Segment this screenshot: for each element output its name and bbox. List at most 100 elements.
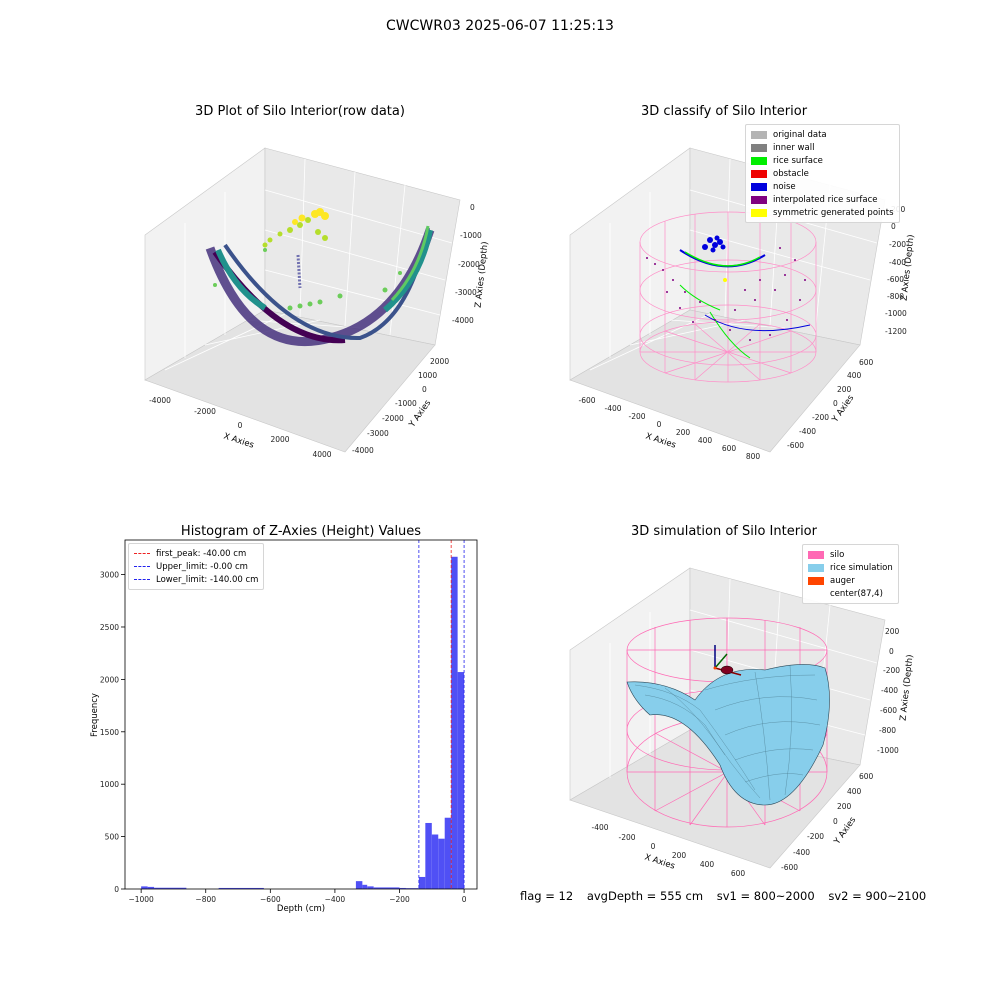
svg-text:-1000: -1000: [877, 746, 899, 755]
histogram-bar-11: [425, 822, 432, 889]
legend-swatch: [751, 195, 767, 204]
panel3-title: Histogram of Z-Axies (Height) Values: [180, 524, 422, 539]
panel4-z-ticks: 200 0 -200 -400 -600 -800 -1000: [877, 627, 900, 755]
svg-text:200: 200: [672, 851, 687, 860]
svg-text:-400: -400: [591, 823, 608, 832]
panel2-x-ticks: -600 -400 -200 0 200 400 600 800: [578, 396, 760, 461]
legend-item-inner-wall: inner wall: [751, 141, 894, 154]
legend-item-symmetric: symmetric generated points: [751, 206, 894, 219]
histogram-x-ticks: −1000 −800 −600 −400 −200 0: [128, 889, 467, 904]
y-tick-label-6: 3000: [100, 571, 119, 580]
legend-item-upper-limit: Upper_limit: -0.00 cm: [134, 560, 258, 573]
svg-text:0: 0: [238, 421, 243, 430]
histogram-y-label: Frequency: [90, 693, 100, 737]
silo-wireframe: [639, 211, 817, 383]
x-tick-label-0: −1000: [128, 895, 154, 904]
svg-text:-400: -400: [881, 686, 898, 695]
panel4-x-ticks: -400 -200 0 200 400 600: [591, 823, 745, 878]
histogram-bar-9: [405, 888, 419, 889]
svg-text:600: 600: [859, 772, 874, 781]
svg-text:-3000: -3000: [455, 288, 477, 297]
svg-text:-200: -200: [883, 666, 900, 675]
legend-swatch: [751, 143, 767, 152]
svg-text:800: 800: [746, 452, 761, 461]
histogram-bar-10: [418, 876, 426, 889]
legend-item-original-data: original data: [751, 128, 894, 141]
histogram-bar-12: [431, 834, 439, 889]
svg-text:0: 0: [833, 817, 838, 826]
svg-text:600: 600: [722, 444, 737, 453]
histogram-bar-14: [444, 817, 452, 889]
histogram-bar-2: [154, 887, 187, 889]
legend-line: [134, 566, 150, 567]
svg-text:-2000: -2000: [458, 260, 480, 269]
panel1-title: 3D Plot of Silo Interior(row data): [195, 104, 405, 119]
panel4-z-label: Z Axies (Depth): [899, 654, 916, 721]
svg-text:4000: 4000: [312, 450, 331, 459]
svg-text:-600: -600: [787, 441, 804, 450]
svg-text:600: 600: [731, 869, 746, 878]
histogram-bar-15: [451, 556, 458, 889]
svg-text:200: 200: [676, 428, 691, 437]
panel1-z-label: Z Axies (Depth): [474, 241, 491, 308]
svg-text:-1000: -1000: [460, 231, 482, 240]
svg-text:-1000: -1000: [395, 399, 417, 408]
svg-text:-400: -400: [799, 427, 816, 436]
svg-text:-2000: -2000: [194, 407, 216, 416]
histogram-bar-6: [367, 886, 374, 889]
histogram-vlines: [418, 540, 465, 889]
svg-text:0: 0: [657, 420, 662, 429]
svg-text:-200: -200: [618, 833, 635, 842]
legend-swatch: [751, 208, 767, 217]
svg-text:200: 200: [837, 802, 852, 811]
svg-text:200: 200: [837, 385, 852, 394]
legend-item-center: center(87,4): [808, 587, 893, 600]
svg-text:1000: 1000: [418, 371, 437, 380]
panel4-3d-plot: -400 -200 0 200 400 600 X Axies -600 -40…: [569, 567, 916, 878]
svg-text:-600: -600: [781, 863, 798, 872]
raw-points: [205, 208, 435, 347]
svg-text:0: 0: [891, 222, 896, 231]
svg-text:400: 400: [700, 860, 715, 869]
figure-title: CWCWR03 2025-06-07 11:25:13: [386, 18, 614, 34]
classified-points: [646, 235, 811, 359]
histogram-bar-0: [141, 886, 148, 889]
svg-text:-400: -400: [793, 848, 810, 857]
svg-text:600: 600: [859, 358, 874, 367]
auger-marker: [713, 645, 742, 676]
status-flag: flag = 12: [520, 889, 574, 903]
y-tick-label-0: 0: [114, 885, 119, 894]
histogram-legend: first_peak: -40.00 cm Upper_limit: -0.00…: [128, 543, 265, 590]
status-line: flag = 12 avgDepth = 555 cm sv1 = 800~20…: [520, 889, 936, 903]
legend-swatch: [751, 130, 767, 139]
svg-text:-800: -800: [887, 292, 904, 301]
svg-text:400: 400: [847, 371, 862, 380]
panel1-x-label: X Axies: [222, 431, 255, 450]
histogram-y-ticks: 0 500 1000 1500 2000 2500 3000: [100, 571, 125, 894]
svg-text:-600: -600: [880, 706, 897, 715]
svg-text:0: 0: [470, 203, 475, 212]
panel1-3d-plot: -4000 -2000 0 2000 4000 X Axies -4000 -3…: [144, 147, 491, 459]
panel1-x-ticks: -4000 -2000 0 2000 4000: [149, 396, 332, 459]
svg-text:-200: -200: [628, 412, 645, 421]
svg-text:-800: -800: [879, 726, 896, 735]
histogram-bar-7: [373, 887, 400, 889]
svg-text:2000: 2000: [430, 357, 449, 366]
legend-swatch: [751, 169, 767, 178]
svg-text:0: 0: [889, 647, 894, 656]
svg-text:-2000: -2000: [382, 414, 404, 423]
x-tick-label-1: −800: [195, 895, 216, 904]
histogram-frame: [124, 539, 478, 890]
svg-text:-600: -600: [887, 275, 904, 284]
legend-swatch: [808, 563, 824, 572]
panel4-y-ticks: -600 -400 -200 0 200 400 600: [781, 772, 874, 872]
panel4-legend: silo rice simulation auger center(87,4): [802, 544, 899, 604]
svg-text:-4000: -4000: [452, 316, 474, 325]
histogram-chart: −1000 −800 −600 −400 −200 0 0 500 1000 1500 2000 2…: [90, 539, 478, 914]
legend-item-rice-simulation: rice simulation: [808, 561, 893, 574]
y-tick-label-5: 2500: [100, 623, 119, 632]
histogram-bars: [141, 556, 465, 889]
svg-text:-3000: -3000: [367, 429, 389, 438]
panel2-x-label: X Axies: [644, 431, 677, 450]
svg-text:-200: -200: [807, 832, 824, 841]
